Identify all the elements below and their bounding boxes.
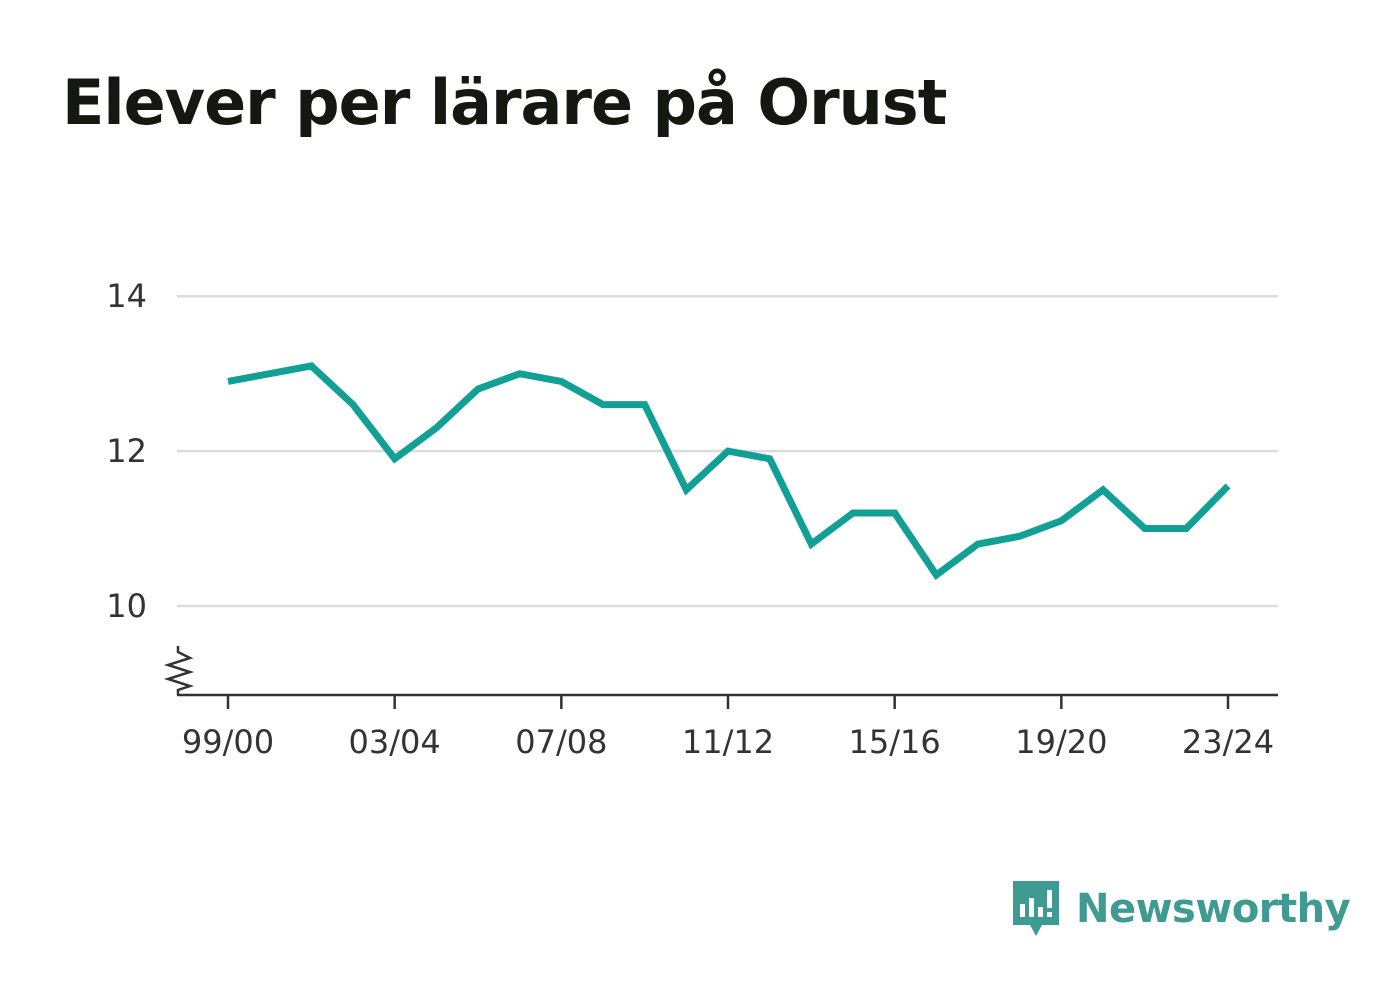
y-tick-label-12: 12 bbox=[106, 432, 147, 470]
newsworthy-logo-icon bbox=[1013, 881, 1059, 936]
series-line-1 bbox=[227, 362, 1231, 581]
y-axis-break-icon bbox=[163, 646, 195, 695]
y-tick-label-14: 14 bbox=[106, 277, 147, 315]
newsworthy-logo: Newsworthy bbox=[1010, 878, 1351, 940]
x-tick-label-03-04: 03/04 bbox=[349, 723, 441, 761]
newsworthy-logo-text: Newsworthy bbox=[1076, 886, 1351, 932]
x-ticks bbox=[226, 695, 1230, 709]
series-group bbox=[227, 362, 1231, 581]
y-tick-label-10: 10 bbox=[106, 587, 147, 625]
x-tick-label-07-08: 07/08 bbox=[515, 723, 607, 761]
x-tick-labels: 99/00 03/04 07/08 11/12 15/16 19/20 23/24 bbox=[182, 723, 1274, 761]
chart-title: Elever per lärare på Orust bbox=[62, 66, 947, 139]
x-tick-label-99-00: 99/00 bbox=[182, 723, 274, 761]
y-tick-labels: 10 12 14 bbox=[106, 277, 147, 625]
x-tick-label-11-12: 11/12 bbox=[682, 723, 774, 761]
x-tick-label-23-24: 23/24 bbox=[1182, 723, 1274, 761]
x-tick-label-15-16: 15/16 bbox=[849, 723, 941, 761]
x-tick-label-19-20: 19/20 bbox=[1015, 723, 1107, 761]
